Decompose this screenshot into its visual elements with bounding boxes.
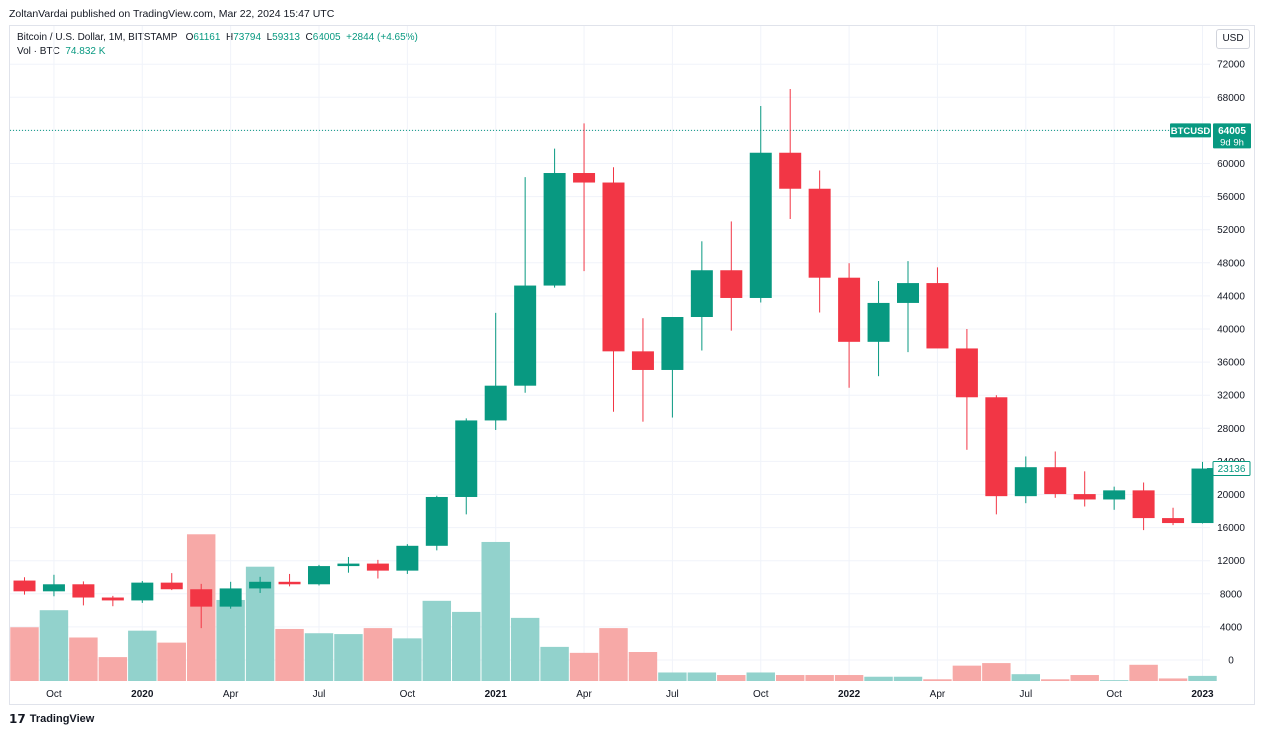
chart-frame[interactable] [9, 25, 1255, 705]
change-value: +2844 (+4.65%) [346, 32, 418, 43]
published-info: ZoltanVardai published on TradingView.co… [9, 8, 335, 20]
symbol-description[interactable]: Bitcoin / U.S. Dollar, 1M, BITSTAMP [17, 32, 178, 43]
close-value: 64005 [312, 32, 341, 43]
high-value: 73794 [233, 32, 262, 43]
tradingview-logo-icon: 𝟭𝟳 [9, 712, 26, 726]
ohlc-line: Bitcoin / U.S. Dollar, 1M, BITSTAMP O611… [17, 31, 418, 45]
open-label: O [185, 32, 194, 43]
tradingview-footer[interactable]: 𝟭𝟳 TradingView [9, 712, 94, 726]
low-label: L [266, 32, 273, 43]
footer-brand: TradingView [29, 713, 95, 725]
low-value: 59313 [272, 32, 300, 43]
currency-button[interactable]: USD [1216, 29, 1250, 49]
high-label: H [226, 32, 234, 43]
volume-line: Vol · BTC 74.832 K [17, 45, 418, 59]
open-value: 61161 [193, 32, 221, 43]
close-label: C [305, 32, 313, 43]
volume-value: 74.832 K [65, 46, 106, 57]
chart-legend: Bitcoin / U.S. Dollar, 1M, BITSTAMP O611… [17, 31, 418, 59]
volume-label[interactable]: Vol · BTC [17, 46, 60, 57]
